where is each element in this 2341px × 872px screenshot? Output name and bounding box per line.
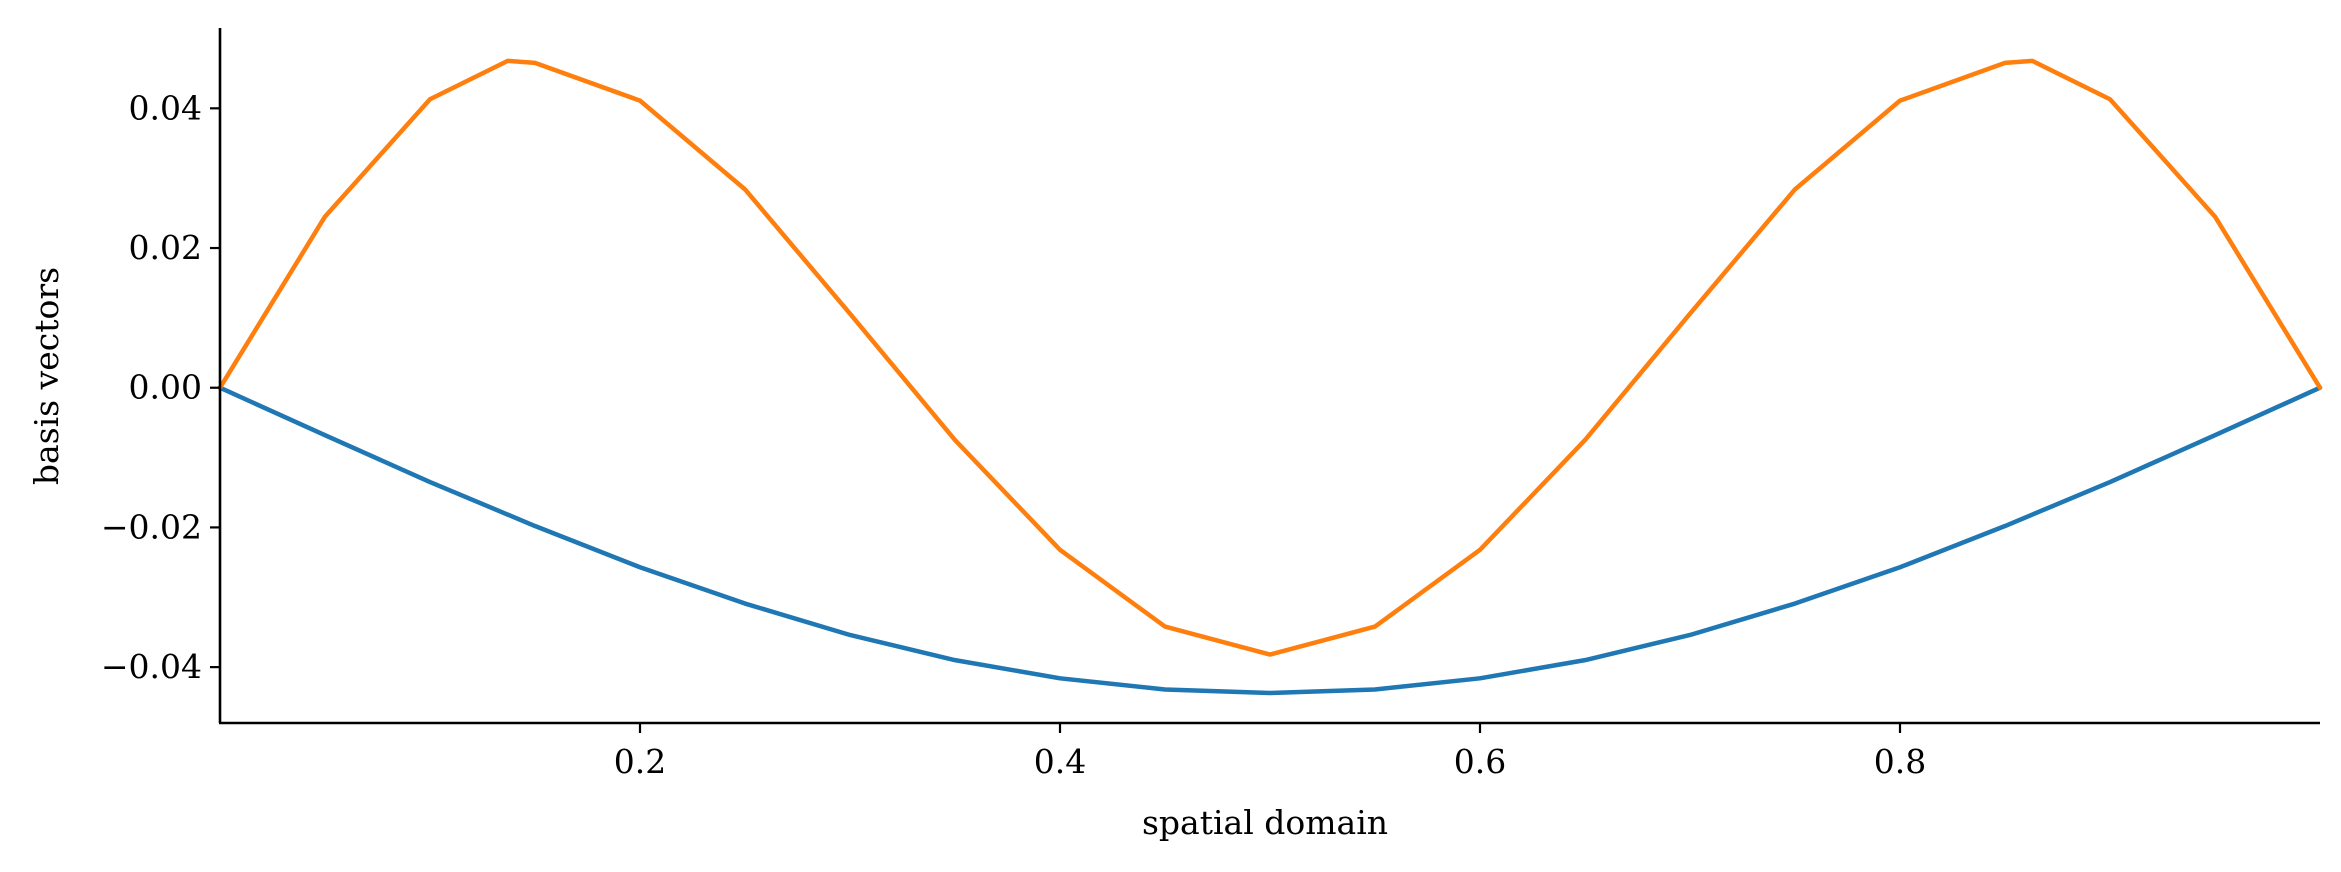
x-tick-label: 0.2 [614,742,666,781]
axes-layer [218,28,2320,725]
x-axis-title: spatial domain [1142,803,1388,842]
x-tick-label: 0.6 [1454,742,1506,781]
y-tick-label: −0.02 [101,507,202,546]
y-tick-label: 0.04 [129,88,202,127]
series-line-2 [217,58,2323,657]
series-layer [217,58,2323,696]
x-tick-label: 0.8 [1874,742,1926,781]
y-tick-label: 0.02 [129,228,202,267]
y-tick-label: −0.04 [101,647,202,686]
ticks-layer: 0.2 0.4 0.6 0.8 −0.04 −0.02 0.00 0.02 0.04 [101,88,1926,781]
series-line-1 [217,385,2323,696]
y-tick-label: 0.00 [129,368,202,407]
y-axis-title: basis vectors [27,267,66,485]
x-tick-label: 0.4 [1034,742,1086,781]
